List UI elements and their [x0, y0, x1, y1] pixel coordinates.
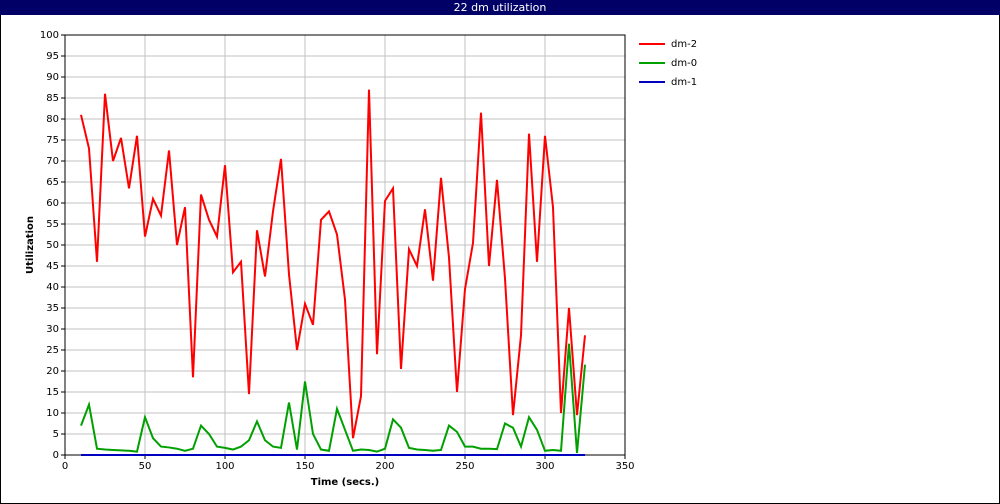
y-tick-label: 100: [40, 30, 59, 41]
y-axis-title: Utilization: [25, 216, 36, 274]
y-tick-label: 95: [46, 51, 59, 62]
x-tick-label: 350: [615, 461, 634, 472]
y-tick-label: 55: [46, 219, 59, 230]
x-tick-label: 100: [215, 461, 234, 472]
y-tick-label: 25: [46, 345, 59, 356]
legend-label: dm-2: [671, 39, 697, 50]
x-tick-label: 200: [375, 461, 394, 472]
chart-title: 22 dm utilization: [454, 1, 547, 14]
x-tick-label: 300: [535, 461, 554, 472]
y-tick-label: 50: [46, 240, 59, 251]
y-tick-label: 5: [53, 429, 59, 440]
y-tick-label: 10: [46, 408, 59, 419]
x-tick-label: 0: [62, 461, 68, 472]
title-bar: [0, 0, 1000, 15]
legend-label: dm-1: [671, 77, 697, 88]
y-tick-label: 30: [46, 324, 59, 335]
data-line: [80, 89, 586, 439]
y-tick-label: 80: [46, 114, 59, 125]
y-tick-label: 60: [46, 198, 59, 209]
y-tick-label: 90: [46, 72, 59, 83]
y-tick-label: 85: [46, 93, 59, 104]
y-tick-label: 20: [46, 366, 59, 377]
y-tick-label: 45: [46, 261, 59, 272]
x-tick-label: 50: [139, 461, 152, 472]
y-tick-label: 15: [46, 387, 59, 398]
y-tick-label: 70: [46, 156, 59, 167]
data-line: [80, 343, 586, 453]
y-tick-label: 65: [46, 177, 59, 188]
y-tick-label: 40: [46, 282, 59, 293]
x-tick-label: 250: [455, 461, 474, 472]
y-tick-label: 75: [46, 135, 59, 146]
x-tick-label: 150: [295, 461, 314, 472]
y-tick-label: 0: [53, 450, 59, 461]
x-axis-title: Time (secs.): [311, 477, 380, 488]
y-tick-label: 35: [46, 303, 59, 314]
legend-label: dm-0: [671, 58, 697, 69]
